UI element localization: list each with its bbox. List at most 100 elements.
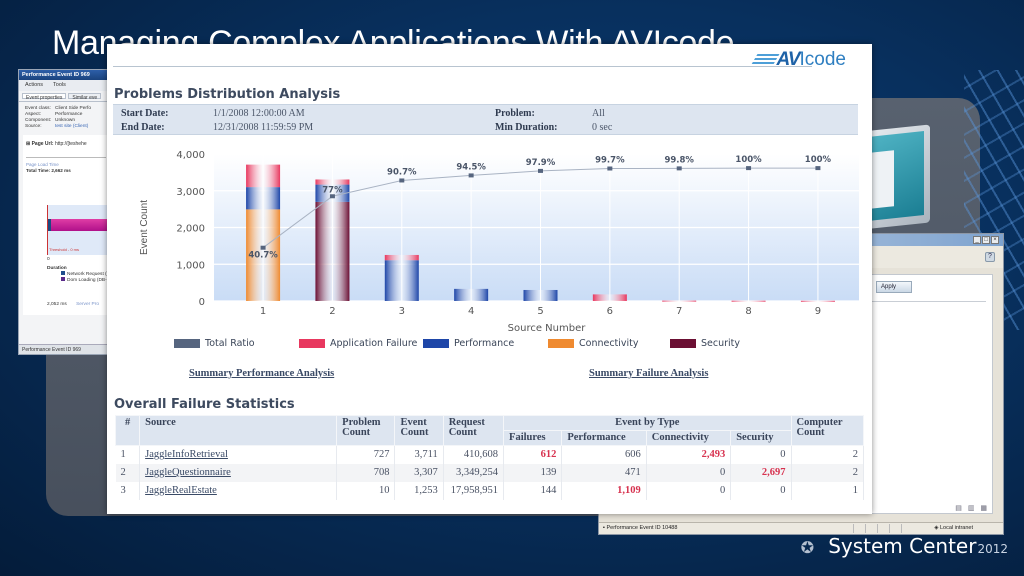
min-duration-label: Min Duration: bbox=[495, 122, 558, 133]
bar-application-failure bbox=[592, 294, 627, 301]
maximize-button[interactable]: □ bbox=[982, 236, 990, 244]
tab-similar-events[interactable]: Similar eve bbox=[68, 93, 102, 101]
x-tick-label: 6 bbox=[607, 306, 613, 317]
summary-performance-link[interactable]: Summary Performance Analysis bbox=[189, 368, 335, 379]
cell-source[interactable]: JaggleInfoRetrieval bbox=[139, 445, 338, 464]
total-ratio-label: 94.5% bbox=[456, 162, 486, 172]
help-icon[interactable]: ? bbox=[985, 252, 995, 262]
security-zone: ◈ Local intranet bbox=[934, 525, 973, 531]
system-center-swirl-icon: ✪ bbox=[800, 538, 815, 557]
apply-button[interactable]: Apply bbox=[876, 281, 912, 293]
cell-source[interactable]: JaggleQuestionnaire bbox=[139, 463, 338, 482]
total-ratio-point bbox=[676, 166, 682, 171]
cell-connectivity: 2,493 bbox=[646, 445, 732, 464]
legend-item: Security bbox=[670, 338, 740, 349]
x-tick-label: 4 bbox=[468, 306, 474, 317]
x-axis-title: Source Number bbox=[508, 323, 587, 334]
col-problem-count[interactable]: Problem Count bbox=[336, 415, 396, 446]
col-security[interactable]: Security bbox=[730, 430, 792, 446]
problems-distribution-chart: 0 1,000 2,000 3,000 4,000 1 2 3 4 5 6 7 8 9 Source Num… bbox=[107, 140, 872, 370]
cell-num: 1 bbox=[115, 445, 141, 464]
y-axis-title: Event Count bbox=[139, 200, 150, 255]
view-icons[interactable]: ▤ ▥ ▦ bbox=[955, 505, 989, 512]
failure-statistics-title: Overall Failure Statistics bbox=[114, 397, 295, 412]
footer-value: 2,052 ms bbox=[47, 302, 67, 307]
x-tick-label: 2 bbox=[329, 306, 335, 317]
server-link[interactable]: Server Pro bbox=[76, 302, 100, 307]
minimize-button[interactable]: _ bbox=[973, 236, 981, 244]
bar-application-failure bbox=[384, 254, 419, 261]
y-tick-label: 4,000 bbox=[176, 150, 205, 161]
legend-item: Network Request ( bbox=[61, 271, 107, 277]
page-icon: ▪ bbox=[603, 525, 607, 531]
tab-event-properties[interactable]: Event properties bbox=[22, 93, 67, 101]
duration-label: Duration bbox=[47, 266, 67, 271]
subheader-row: Failures Performance Connectivity Securi… bbox=[116, 430, 864, 446]
cell-request-count: 410,608 bbox=[443, 445, 505, 464]
summary-failure-link[interactable]: Summary Failure Analysis bbox=[589, 368, 709, 379]
table-row: 1 JaggleInfoRetrieval 727 3,711 410,608 612 60… bbox=[115, 445, 865, 464]
chart-legend: Total Ratio Application Failure Performanc… bbox=[107, 338, 872, 354]
cell-failures: 144 bbox=[503, 481, 563, 500]
y-tick-label: 3,000 bbox=[176, 187, 205, 198]
system-center-logo: ✪ System Center 2012 bbox=[801, 534, 1008, 558]
cell-connectivity: 0 bbox=[646, 463, 732, 482]
total-ratio-label: 97.9% bbox=[526, 158, 556, 168]
source-link[interactable]: test site (Client) bbox=[55, 124, 89, 129]
bar-performance bbox=[315, 184, 350, 202]
actions-menu[interactable]: Actions bbox=[25, 82, 44, 88]
col-performance[interactable]: Performance bbox=[561, 430, 647, 446]
page-url: ⊞ Page Url: http://[teshehe bbox=[26, 141, 87, 147]
report-title: Problems Distribution Analysis bbox=[114, 87, 341, 102]
logo-av: AV bbox=[776, 49, 801, 70]
prop-label: Source: bbox=[25, 124, 42, 129]
page-url-value[interactable]: http://[teshehe bbox=[54, 141, 87, 147]
col-request-count[interactable]: Request Count bbox=[442, 415, 505, 446]
logo-stripes-icon bbox=[750, 54, 779, 66]
legend-swatch bbox=[548, 339, 574, 348]
cell-request-count: 3,349,254 bbox=[443, 463, 505, 482]
close-button[interactable]: × bbox=[991, 236, 999, 244]
cell-security: 0 bbox=[730, 481, 792, 500]
col-computer-count[interactable]: Computer Count bbox=[790, 415, 865, 446]
col-source[interactable]: Source bbox=[139, 415, 338, 446]
cell-computer-count: 2 bbox=[791, 445, 865, 464]
legend-item: Connectivity bbox=[548, 338, 639, 349]
prop-value: Client Side Perfo bbox=[55, 106, 91, 111]
cell-event-count: 3,307 bbox=[394, 463, 444, 482]
status-bar: Performance Event ID 969 bbox=[19, 344, 113, 354]
cell-failures: 612 bbox=[503, 445, 563, 464]
cell-connectivity: 0 bbox=[646, 481, 732, 500]
x-tick-label: 7 bbox=[676, 306, 682, 317]
cell-security: 0 bbox=[730, 445, 792, 464]
legend-item: Total Ratio bbox=[174, 338, 255, 349]
divider bbox=[26, 157, 106, 158]
duration-chart: Threshold - 0 ms bbox=[47, 205, 113, 255]
bar-application-failure bbox=[731, 300, 766, 302]
logo-icode: Icode bbox=[799, 49, 846, 70]
tools-menu[interactable]: Tools bbox=[53, 82, 66, 88]
min-duration-value: 0 sec bbox=[592, 122, 613, 133]
legend-label: Network Request ( bbox=[67, 272, 107, 277]
divider bbox=[866, 301, 986, 302]
problem-value: All bbox=[592, 108, 605, 119]
col-event-count[interactable]: Event Count bbox=[394, 415, 444, 446]
end-date-value: 12/31/2008 11:59:59 PM bbox=[213, 122, 314, 133]
col-connectivity[interactable]: Connectivity bbox=[645, 430, 732, 446]
avicode-logo: AV Icode bbox=[750, 49, 846, 71]
y-tick-label: 1,000 bbox=[176, 260, 205, 271]
report-window: AV Icode Problems Distribution Analysis S… bbox=[107, 44, 872, 514]
total-ratio-point bbox=[607, 166, 613, 171]
total-ratio-point bbox=[399, 178, 405, 183]
bar-application-failure bbox=[662, 300, 697, 302]
prop-label: Component: bbox=[25, 118, 52, 123]
cell-source[interactable]: JaggleRealEstate bbox=[139, 481, 338, 500]
total-ratio-label: 100% bbox=[805, 155, 832, 165]
bar-application-failure bbox=[800, 300, 835, 302]
total-ratio-label: 99.7% bbox=[595, 156, 625, 166]
col-failures[interactable]: Failures bbox=[503, 430, 563, 446]
total-ratio-label: 100% bbox=[735, 155, 762, 165]
globe-icon: ◈ bbox=[934, 525, 940, 531]
chart-svg: 0 1,000 2,000 3,000 4,000 1 2 3 4 5 6 7 8 9 Source Num… bbox=[139, 150, 859, 334]
window-controls: _ □ × bbox=[973, 236, 999, 244]
